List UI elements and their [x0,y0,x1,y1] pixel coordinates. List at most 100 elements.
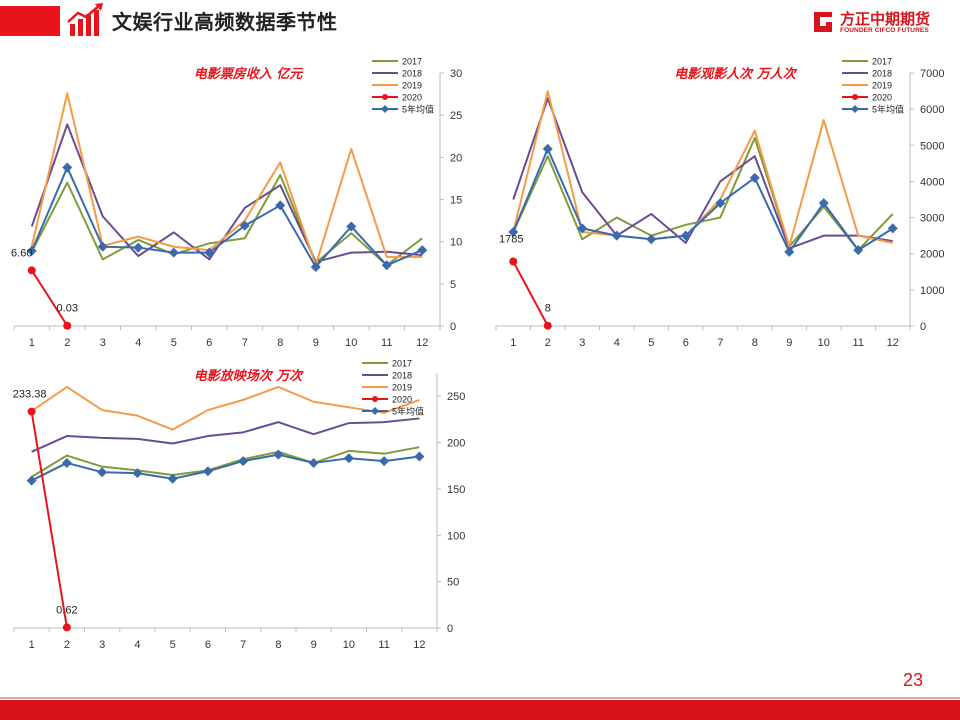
x-tick-label: 10 [818,337,830,349]
data-point-avg [133,242,144,253]
data-label-2020: 1785 [499,233,523,245]
series-line-avg [512,147,894,253]
data-point-avg [26,475,37,486]
y-tick-label: 250 [447,391,465,403]
y-tick-label: 5000 [920,140,944,152]
footer-bar [0,700,960,720]
x-tick-label: 8 [277,337,283,349]
x-tick-label: 4 [135,337,141,349]
legend-marker [382,94,388,100]
legend-label: 2020 [872,93,892,103]
legend-label: 2019 [392,383,412,393]
brand-logo: 方正中期期货 FOUNDER CIFCO FUTURES [812,8,952,40]
data-point-avg [61,457,72,468]
data-point-avg [202,466,213,477]
legend-label: 5年均值 [872,104,904,115]
series-line-2018 [512,97,893,250]
x-tick-label: 12 [887,337,899,349]
data-label-2020: 0.03 [57,303,78,315]
x-tick-label: 6 [206,337,212,349]
x-tick-label: 8 [275,639,281,651]
x-tick-label: 5 [170,639,176,651]
legend-label: 5年均值 [402,104,434,115]
legend-label: 2018 [402,69,422,79]
data-point-avg [167,473,178,484]
legend-marker [371,407,379,415]
y-tick-label: 50 [447,577,459,589]
legend-label: 2018 [392,371,412,381]
y-tick-label: 1000 [920,285,944,297]
x-tick-label: 3 [100,337,106,349]
x-tick-label: 11 [381,337,392,349]
x-tick-label: 1 [510,337,516,349]
x-tick-label: 10 [345,337,357,349]
series-line-2019 [512,90,893,248]
series-line-2019 [30,92,423,267]
data-point-avg [97,241,108,252]
x-tick-label: 3 [99,639,105,651]
footer-divider [0,697,960,699]
legend-label: 2019 [402,81,422,91]
data-point-avg [238,456,249,467]
legend-label: 2017 [872,57,892,67]
legend-label: 2018 [872,69,892,79]
x-tick-label: 4 [134,639,140,651]
data-label-2020: 8 [545,303,551,315]
data-point-avg [508,227,519,238]
data-point-2020 [509,257,518,266]
x-tick-label: 2 [64,337,70,349]
y-tick-label: 0 [920,321,926,333]
data-point-avg [414,451,425,462]
series-line-2018 [31,417,420,453]
data-point-avg [853,245,864,256]
data-point-avg [379,456,390,467]
data-point-avg [577,223,588,234]
data-point-2020 [27,407,36,416]
legend-label: 2017 [392,359,412,369]
x-tick-label: 2 [545,337,551,349]
x-tick-label: 7 [717,337,723,349]
data-point-avg [97,467,108,478]
x-tick-label: 12 [416,337,428,349]
brand-name-cn: 方正中期期货 [840,10,931,28]
x-tick-label: 3 [579,337,585,349]
data-point-avg [381,260,392,271]
x-tick-label: 2 [64,639,70,651]
x-tick-label: 7 [242,337,248,349]
x-tick-label: 1 [29,337,35,349]
x-tick-label: 1 [29,639,35,651]
legend-marker [381,105,389,113]
chart-title: 电影观影人次 万人次 [674,66,798,82]
header-red-block [0,6,60,36]
legend-label: 5年均值 [392,406,424,417]
x-tick-label: 9 [786,337,792,349]
data-point-avg [646,234,657,245]
data-point-avg [343,453,354,464]
data-point-avg [417,245,428,256]
series-line-2020 [30,269,69,327]
data-point-2020 [63,321,72,330]
data-point-avg [680,230,691,241]
chart-title: 电影票房收入 亿元 [194,66,305,82]
legend-marker [372,396,378,402]
series-line-avg [31,453,420,482]
y-tick-label: 20 [450,152,462,164]
data-point-avg [310,261,321,272]
data-point-avg [275,200,286,211]
data-point-avg [308,457,319,468]
data-point-avg [132,468,143,479]
data-point-avg [611,230,622,241]
data-point-avg [542,143,553,154]
legend-marker [851,105,859,113]
data-point-2020 [27,266,36,275]
data-point-2020 [543,321,552,330]
data-label-2020: 233.38 [13,389,47,401]
y-tick-label: 200 [447,438,465,450]
series-line-2017 [31,446,420,478]
data-point-avg [784,246,795,257]
legend-label: 2020 [402,93,422,103]
x-tick-label: 7 [240,639,246,651]
x-tick-label: 12 [413,639,425,651]
